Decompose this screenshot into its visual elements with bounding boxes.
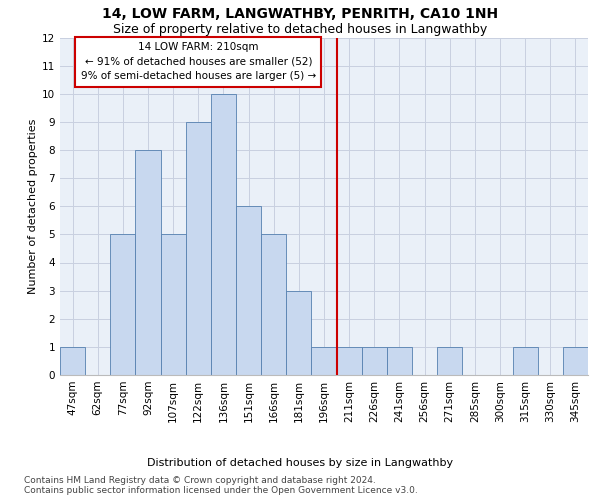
- Bar: [136, 150, 161, 375]
- Bar: [60, 347, 85, 375]
- Y-axis label: Number of detached properties: Number of detached properties: [28, 118, 38, 294]
- Bar: [236, 206, 261, 375]
- Bar: [311, 347, 337, 375]
- Bar: [186, 122, 211, 375]
- Bar: [512, 347, 538, 375]
- Bar: [437, 347, 462, 375]
- Bar: [211, 94, 236, 375]
- Bar: [110, 234, 136, 375]
- Text: 14, LOW FARM, LANGWATHBY, PENRITH, CA10 1NH: 14, LOW FARM, LANGWATHBY, PENRITH, CA10 …: [102, 8, 498, 22]
- Bar: [337, 347, 362, 375]
- Text: 14 LOW FARM: 210sqm
← 91% of detached houses are smaller (52)
9% of semi-detache: 14 LOW FARM: 210sqm ← 91% of detached ho…: [80, 42, 316, 82]
- Bar: [286, 290, 311, 375]
- Bar: [362, 347, 387, 375]
- Bar: [387, 347, 412, 375]
- Text: Distribution of detached houses by size in Langwathby: Distribution of detached houses by size …: [147, 458, 453, 468]
- Bar: [161, 234, 186, 375]
- Bar: [563, 347, 588, 375]
- Bar: [261, 234, 286, 375]
- Text: Contains public sector information licensed under the Open Government Licence v3: Contains public sector information licen…: [24, 486, 418, 495]
- Text: Size of property relative to detached houses in Langwathby: Size of property relative to detached ho…: [113, 22, 487, 36]
- Text: Contains HM Land Registry data © Crown copyright and database right 2024.: Contains HM Land Registry data © Crown c…: [24, 476, 376, 485]
